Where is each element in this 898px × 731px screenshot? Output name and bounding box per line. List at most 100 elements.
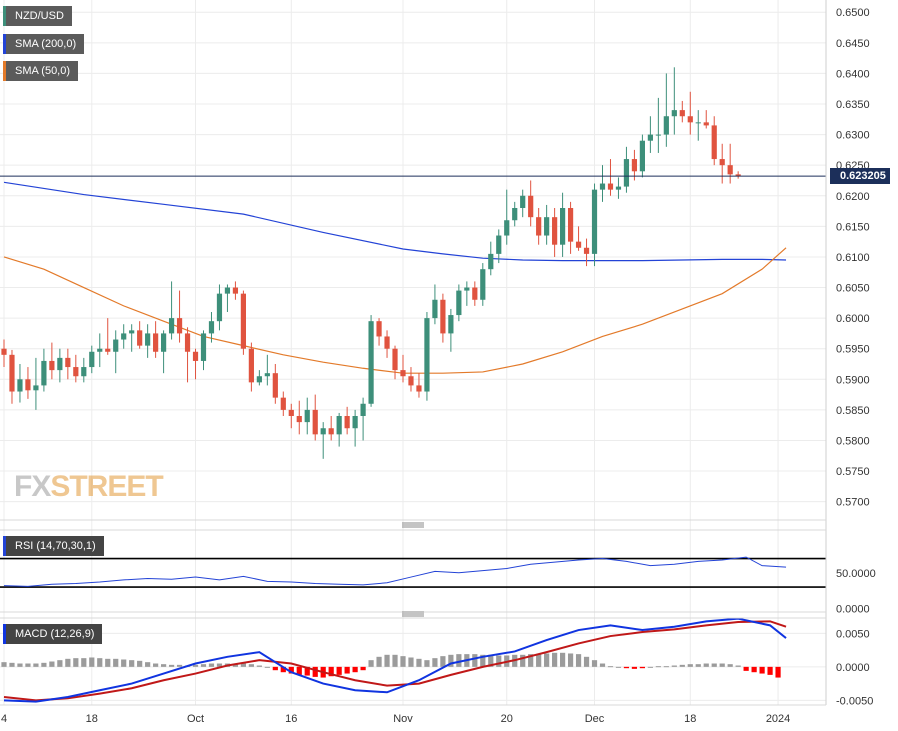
- price-tick-label: 0.6000: [836, 313, 870, 325]
- candle-body: [392, 348, 398, 371]
- candle: [432, 284, 438, 325]
- candle: [727, 143, 733, 184]
- macd-histogram-bar: [33, 663, 39, 667]
- candle-body: [528, 195, 534, 218]
- macd-histogram-bar: [328, 666, 334, 677]
- candle-body: [424, 318, 430, 392]
- macd-histogram-bar: [432, 658, 438, 667]
- macd-histogram-bar: [448, 654, 454, 667]
- candle-body: [216, 293, 223, 322]
- sma200-line: [3, 181, 787, 262]
- candle-body: [536, 217, 542, 236]
- candle: [288, 403, 294, 429]
- macd-line-path: [3, 617, 787, 703]
- candle: [408, 367, 414, 392]
- candle: [520, 189, 526, 218]
- macd-histogram-bar: [591, 660, 598, 667]
- candle: [168, 281, 175, 340]
- legend-rsi[interactable]: RSI (14,70,30,1): [3, 536, 104, 556]
- macd-histogram-bar: [176, 664, 183, 667]
- macd-histogram-bar: [759, 666, 765, 674]
- macd-histogram-bar: [153, 663, 159, 667]
- macd-histogram-bar: [392, 654, 398, 667]
- macd-histogram-bar: [567, 653, 574, 667]
- candle-body: [145, 333, 151, 346]
- rsi-path: [3, 556, 787, 587]
- macd-histogram-bar: [552, 652, 558, 667]
- candle: [512, 201, 518, 227]
- candle: [57, 348, 63, 383]
- macd-histogram-bar: [735, 665, 741, 667]
- macd-histogram-bar: [575, 654, 582, 667]
- candle: [240, 290, 246, 355]
- candle-body: [735, 174, 741, 177]
- macd-histogram-bar: [113, 658, 119, 667]
- candle: [153, 321, 159, 358]
- price-tick-label: 0.5750: [836, 466, 870, 478]
- rsi-tick-label: 0.0000: [836, 603, 870, 615]
- candle: [145, 324, 151, 358]
- macd-histogram-bar: [1, 662, 7, 667]
- candle: [607, 159, 614, 196]
- current-price-tag: 0.623205: [830, 168, 890, 185]
- macd-tick-label: 0.0050: [836, 628, 870, 640]
- candle-body: [240, 293, 246, 349]
- macd-histogram-bar: [97, 658, 103, 667]
- macd-histogram-bar: [216, 663, 223, 667]
- date-tick-label: 20: [501, 713, 513, 725]
- legend-sma200[interactable]: SMA (200,0): [3, 34, 85, 54]
- candle: [25, 367, 31, 399]
- candle-body: [105, 348, 111, 352]
- macd-histogram-bar: [288, 666, 294, 674]
- candle-body: [33, 385, 39, 391]
- axes: 0.65000.64500.64000.63500.63000.62500.62…: [0, 0, 876, 725]
- candle: [184, 327, 191, 383]
- macd-histogram-bar: [424, 660, 430, 667]
- legend-pair[interactable]: NZD/USD: [3, 6, 72, 26]
- candle-body: [496, 235, 502, 254]
- macd-histogram-bar: [352, 666, 358, 673]
- candle: [73, 354, 79, 383]
- macd-histogram-bar: [536, 654, 542, 667]
- candle: [89, 345, 95, 374]
- candle: [65, 348, 71, 380]
- candle: [280, 391, 286, 416]
- candle-body: [472, 287, 478, 300]
- candle-body: [296, 416, 302, 423]
- legend-macd[interactable]: MACD (12,26,9): [3, 624, 103, 644]
- candle: [583, 238, 590, 267]
- candle-body: [121, 333, 127, 340]
- macd-histogram-bar: [9, 662, 15, 667]
- macd-histogram-bar: [360, 666, 366, 671]
- date-tick-label: 4: [1, 713, 7, 725]
- macd-histogram-bar: [344, 666, 350, 674]
- macd-histogram-bar: [639, 666, 645, 669]
- macd-histogram-bar: [687, 664, 693, 667]
- macd-signal-path: [3, 620, 787, 702]
- candle: [647, 116, 653, 153]
- legend-sma50[interactable]: SMA (50,0): [3, 61, 79, 81]
- candle-body: [344, 416, 350, 429]
- candle-body: [448, 315, 454, 334]
- candle: [216, 284, 223, 331]
- macd-histogram-bar: [192, 664, 199, 667]
- candle: [671, 67, 677, 135]
- macd-panel: [1, 617, 787, 703]
- candle: [703, 110, 709, 129]
- candle: [440, 293, 446, 343]
- candle-body: [224, 287, 231, 294]
- candle-body: [655, 134, 661, 136]
- price-tick-label: 0.6400: [836, 68, 870, 80]
- macd-histogram-bar: [57, 660, 63, 667]
- price-tick-label: 0.6300: [836, 130, 870, 142]
- candle: [400, 354, 406, 383]
- candle: [392, 345, 398, 380]
- candle-body: [464, 287, 470, 291]
- candle: [623, 146, 630, 193]
- candle-body: [400, 370, 406, 377]
- candle-body: [703, 122, 709, 126]
- candle: [304, 397, 310, 435]
- macd-histogram-bar: [25, 663, 31, 667]
- candle-body: [168, 318, 175, 334]
- candle: [504, 189, 510, 245]
